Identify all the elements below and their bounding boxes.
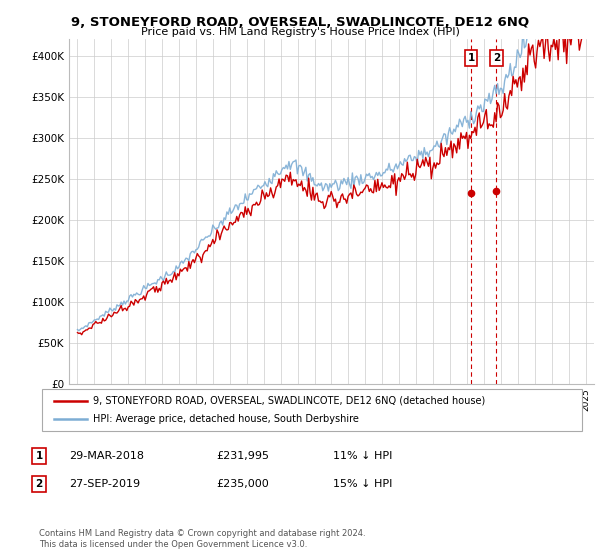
Text: 9, STONEYFORD ROAD, OVERSEAL, SWADLINCOTE, DE12 6NQ (detached house): 9, STONEYFORD ROAD, OVERSEAL, SWADLINCOT…	[93, 396, 485, 406]
Text: £235,000: £235,000	[216, 479, 269, 489]
Text: 29-MAR-2018: 29-MAR-2018	[69, 451, 144, 461]
Text: HPI: Average price, detached house, South Derbyshire: HPI: Average price, detached house, Sout…	[93, 414, 359, 424]
Text: 2: 2	[493, 53, 500, 63]
Text: £231,995: £231,995	[216, 451, 269, 461]
Text: 1: 1	[35, 451, 43, 461]
Text: 2: 2	[35, 479, 43, 489]
Text: 11% ↓ HPI: 11% ↓ HPI	[333, 451, 392, 461]
Text: 15% ↓ HPI: 15% ↓ HPI	[333, 479, 392, 489]
Text: 27-SEP-2019: 27-SEP-2019	[69, 479, 140, 489]
Text: 1: 1	[467, 53, 475, 63]
Text: 9, STONEYFORD ROAD, OVERSEAL, SWADLINCOTE, DE12 6NQ: 9, STONEYFORD ROAD, OVERSEAL, SWADLINCOT…	[71, 16, 529, 29]
Text: Price paid vs. HM Land Registry's House Price Index (HPI): Price paid vs. HM Land Registry's House …	[140, 27, 460, 37]
Text: Contains HM Land Registry data © Crown copyright and database right 2024.
This d: Contains HM Land Registry data © Crown c…	[39, 529, 365, 549]
